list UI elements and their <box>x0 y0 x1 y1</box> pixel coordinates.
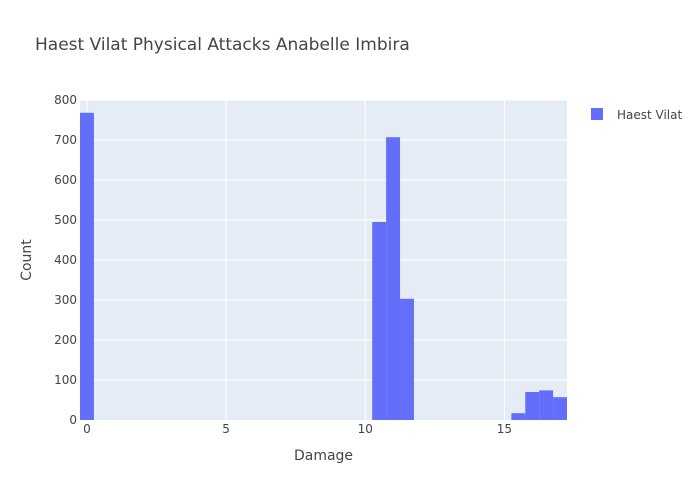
legend-swatch[interactable] <box>591 108 603 120</box>
legend-label[interactable]: Haest Vilat <box>617 108 682 122</box>
histogram-bar[interactable] <box>400 298 414 420</box>
histogram-bar[interactable] <box>539 390 554 420</box>
histogram-bar[interactable] <box>525 392 540 420</box>
y-tick-label: 500 <box>54 213 77 227</box>
bars <box>80 112 567 421</box>
x-axis-ticks: 0 5 10 15 <box>83 422 512 436</box>
y-axis-ticks: 0 100 200 300 400 500 600 700 800 <box>54 93 77 427</box>
y-tick-label: 400 <box>54 253 77 267</box>
y-tick-label: 700 <box>54 133 77 147</box>
histogram-bar[interactable] <box>80 112 94 421</box>
x-axis-title: Damage <box>294 448 353 464</box>
x-tick-label: 5 <box>222 422 230 436</box>
x-tick-label: 0 <box>83 422 91 436</box>
histogram-bar[interactable] <box>511 413 526 420</box>
histogram-bar[interactable] <box>553 397 567 420</box>
x-tick-label: 10 <box>358 422 373 436</box>
y-axis-title: Count <box>19 239 35 281</box>
y-tick-label: 0 <box>69 413 77 427</box>
chart-title: Haest Vilat Physical Attacks Anabelle Im… <box>35 35 410 55</box>
y-tick-label: 800 <box>54 93 77 107</box>
y-tick-label: 200 <box>54 333 77 347</box>
x-tick-label: 15 <box>497 422 512 436</box>
legend[interactable]: Haest Vilat <box>591 108 682 122</box>
histogram-bar[interactable] <box>372 222 387 420</box>
y-tick-label: 600 <box>54 173 77 187</box>
histogram-bar[interactable] <box>386 137 401 420</box>
y-tick-label: 300 <box>54 293 77 307</box>
y-tick-label: 100 <box>54 373 77 387</box>
